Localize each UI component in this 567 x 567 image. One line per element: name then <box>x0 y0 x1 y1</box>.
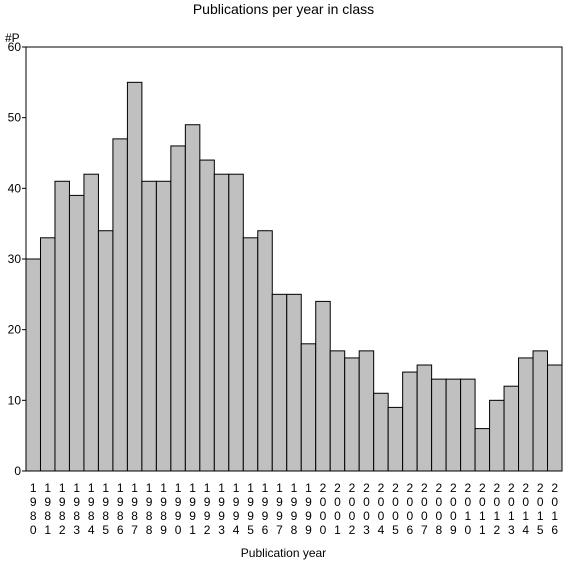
bar-1981 <box>39 237 56 472</box>
bar-1982 <box>54 180 70 472</box>
bar-1983 <box>68 194 85 472</box>
bar-1993 <box>213 173 230 472</box>
y-tick-label: 40 <box>8 181 22 195</box>
bar-1998 <box>286 293 302 472</box>
bar-1995 <box>242 237 259 472</box>
bar-1992 <box>199 159 215 472</box>
bar-1990 <box>170 145 186 472</box>
bar-1994 <box>228 173 244 472</box>
y-tick-label: 20 <box>8 323 22 337</box>
bar-2000 <box>315 300 331 472</box>
bar-1989 <box>155 180 172 472</box>
y-tick-label: 50 <box>8 111 22 125</box>
bar-2015 <box>532 350 549 472</box>
y-axis-label: #P <box>5 31 20 45</box>
x-axis-ticks: 1 9 8 0 1 9 8 1 1 9 8 2 1 9 8 3 1 9 8 4 1 9 8 5 1 9 8 6 1 9 8 7 1 9 8 8 1 9 8 9… <box>30 481 559 537</box>
bar-2004 <box>373 392 389 472</box>
bar-1986 <box>112 138 128 472</box>
bar-2002 <box>344 357 360 472</box>
y-tick-label: 0 <box>14 464 21 478</box>
bar-1980 <box>25 258 41 472</box>
bar-1997 <box>271 293 288 472</box>
bar-2013 <box>503 385 520 472</box>
chart-title: Publications per year in class <box>192 1 375 17</box>
bar-2014 <box>518 357 534 472</box>
bar-2005 <box>387 406 404 472</box>
y-axis-ticks: 0 10 20 30 40 50 60 <box>8 40 26 478</box>
bar-2001 <box>329 350 346 472</box>
y-tick-label: 10 <box>8 393 22 407</box>
bar-2016 <box>547 364 563 472</box>
bar-1984 <box>83 173 99 472</box>
bar-2006 <box>402 371 418 472</box>
plot-frame <box>25 46 563 472</box>
bar-2011 <box>474 428 491 472</box>
bar-2008 <box>431 378 447 472</box>
bar-2010 <box>460 378 476 472</box>
bar-1987 <box>126 81 143 472</box>
bar-2009 <box>445 378 462 472</box>
bar-2007 <box>416 364 433 472</box>
bar-1999 <box>300 343 317 472</box>
bar-1985 <box>97 230 114 472</box>
bar-1996 <box>257 230 273 472</box>
bar-2003 <box>358 350 375 472</box>
y-tick-label: 30 <box>8 252 22 266</box>
bars-group <box>25 81 563 472</box>
bar-2012 <box>489 399 505 472</box>
y-tick-label: 60 <box>8 40 22 54</box>
x-axis-label: Publication year <box>240 546 327 560</box>
bar-1991 <box>184 124 201 472</box>
bar-1988 <box>141 180 157 472</box>
